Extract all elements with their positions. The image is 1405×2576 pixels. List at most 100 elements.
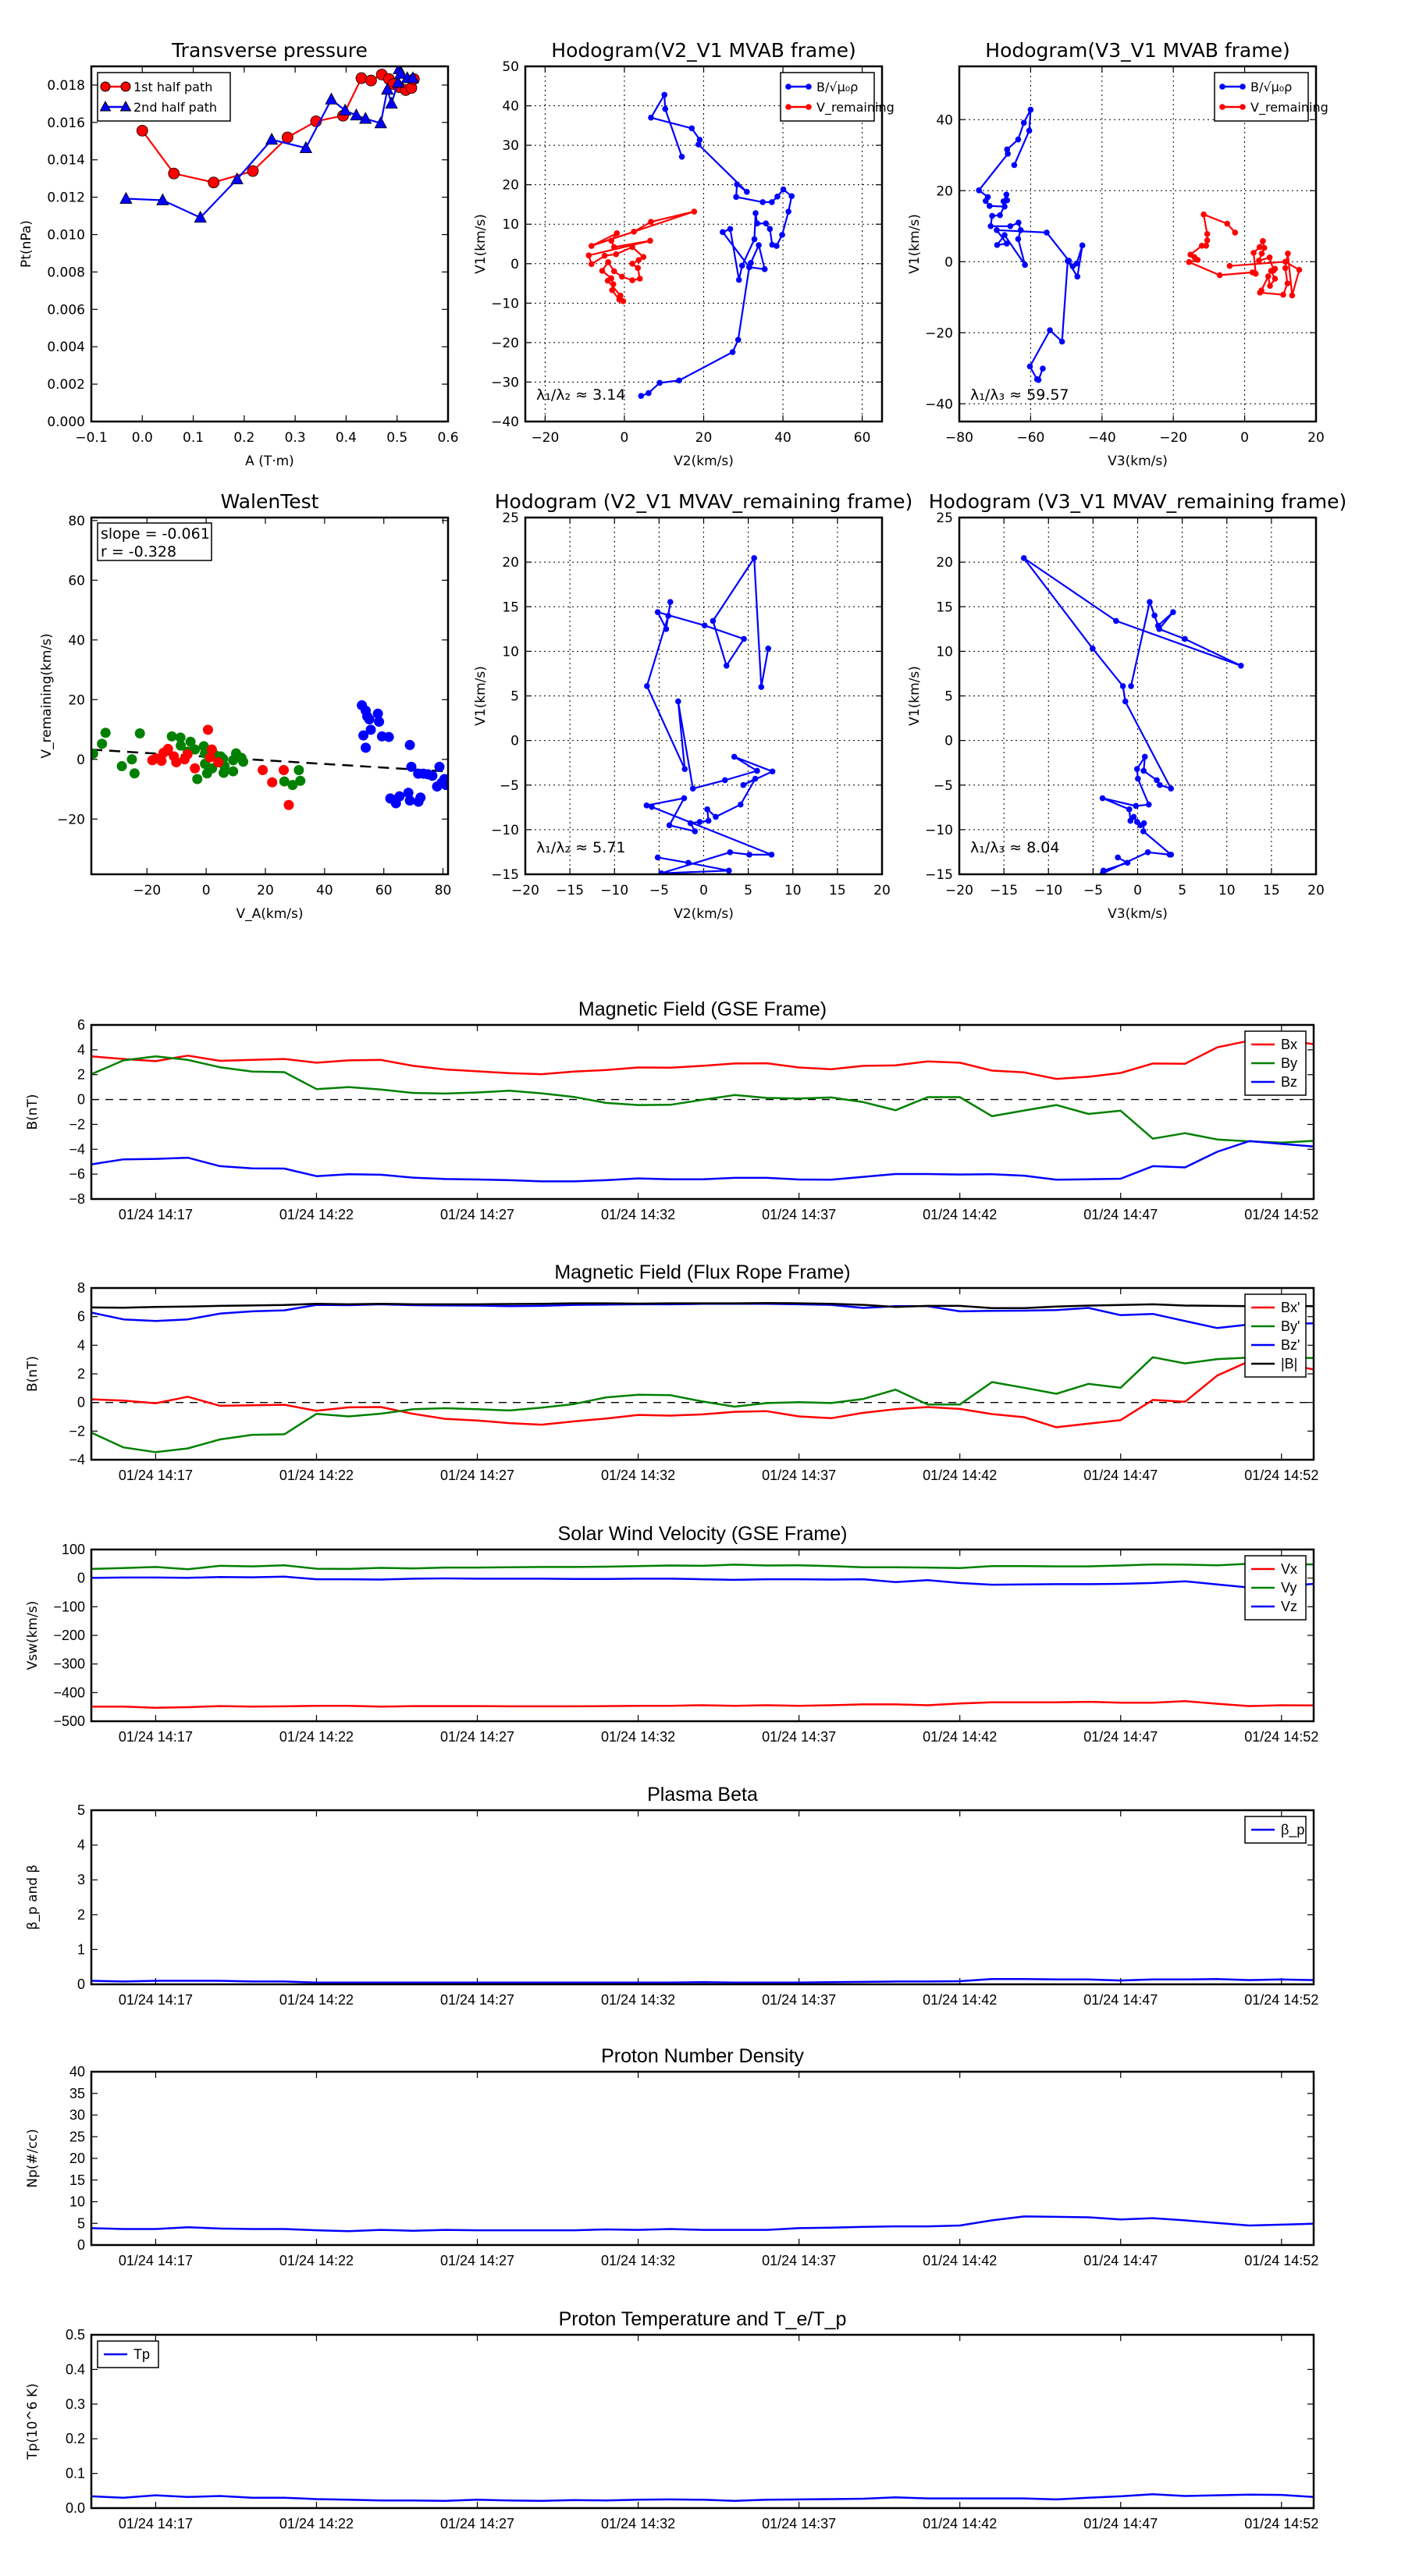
y-tick-label: 20 [502,555,519,571]
data-point [667,599,674,605]
axes-frame [90,1023,1315,1201]
y-tick-label: −10 [491,823,519,838]
data-point [364,714,375,725]
chart-title: Proton Number Density [601,2045,804,2067]
plot-area [91,1302,1314,1453]
y-tick-label: 25 [936,511,953,526]
plot-area [91,2492,1314,2502]
panels: Transverse pressure −0.1 0.0 0.1 0.2 0.3 0.4 0.… [19,39,1346,2532]
y-tick-label: 5 [77,2215,85,2231]
x-tick-label: −20 [945,883,973,898]
y-tick-label: −100 [53,1599,85,1614]
stats-box [97,522,212,561]
y-tick-label: 0.002 [47,377,85,393]
y-tick-label: −5 [500,778,519,794]
data-point [1261,244,1268,251]
x-tick-label: 5 [744,883,752,898]
x-tick-label: 01/24 14:42 [923,1729,997,1745]
data-point [1280,291,1286,298]
chart-proton-number-density: Proton Number Density 01/24 14:17 01/24 14… [25,2045,1318,2268]
data-point [994,242,1001,248]
x-tick-label: −5 [649,883,669,898]
data-point [1140,767,1147,774]
legend-label: |B| [1281,1356,1297,1372]
data-point [720,229,726,236]
data-point [613,251,620,258]
data-point [1256,258,1262,264]
y-tick-label: −300 [53,1656,85,1672]
x-tick-label: −10 [600,883,628,898]
data-point [1133,766,1140,772]
data-point [663,626,670,632]
chart-magnetic-field-gse: Magnetic Field (GSE Frame) 01/24 14:17 01/… [25,998,1318,1222]
r-text: r = -0.328 [101,543,176,560]
y-tick-label: 4 [77,1838,85,1853]
legend-marker [120,81,131,92]
chart-walen-test: WalenTest −20 0 20 40 60 80 −20 0 20 40 60 80 V_A(km/… [39,490,451,922]
plot-area [91,1978,1314,1984]
data-point [638,393,645,399]
data-point [1151,612,1158,619]
data-point [740,781,747,788]
series-line-By [91,1055,1314,1144]
x-tick-label: 01/24 14:27 [440,1729,514,1745]
data-point [610,244,617,251]
chart-plasma-beta: Plasma Beta 01/24 14:17 01/24 14:22 01/24 1… [25,1784,1318,2008]
x-tick-label: 01/24 14:47 [1083,1729,1158,1745]
data-point [406,71,420,84]
data-point [689,785,696,792]
legend-label: Bz [1281,1074,1297,1090]
data-point [175,732,186,743]
data-point [780,186,787,193]
data-point [228,766,239,777]
x-tick-label: 0 [202,883,211,898]
y-tick-label: 0 [510,257,519,272]
x-tick-label: 0.4 [336,430,357,446]
legend-box [780,72,875,122]
data-point [733,194,739,201]
data-point [994,226,1000,233]
data-point [713,813,719,820]
data-point [258,765,269,776]
x-tick-label: 01/24 14:52 [1244,1729,1318,1745]
y-tick-label: −15 [925,867,953,883]
y-tick-label: 40 [502,99,519,115]
data-point [1252,270,1259,277]
data-point [192,774,203,785]
y-tick-label: 20 [502,178,519,194]
data-point [687,820,694,827]
data-point [381,82,394,95]
series-line-Vy [91,1563,1314,1571]
data-point [601,252,608,259]
data-point [365,724,376,735]
legend-marker [785,84,791,90]
data-point [374,717,385,728]
y-tick-label: 40 [68,633,85,649]
x-tick-label: 01/24 14:27 [440,1468,514,1483]
x-tick-label: 01/24 14:27 [440,1207,514,1222]
data-point [619,273,625,280]
data-point [1026,363,1033,370]
x-tick-label: 0 [1240,430,1249,446]
data-point [1256,244,1263,251]
y-tick-label: 3 [77,1872,85,1888]
data-point [1257,290,1264,296]
y-tick-label: −4 [69,1452,85,1468]
y-tick-label: 4 [77,1042,85,1058]
x-tick-label: 20 [873,883,891,898]
axes-frame [90,2333,1315,2510]
y-tick-label: 6 [77,1017,85,1033]
plot-area [91,2215,1314,2233]
data-point [1001,232,1008,238]
data-point [610,268,617,275]
x-tick-label: 5 [1178,883,1186,898]
x-tick-label: 01/24 14:22 [279,1207,354,1222]
data-point [705,817,712,824]
y-tick-label: 0 [76,753,85,768]
y-tick-label: 0.2 [66,2431,85,2446]
chart-hodogram-v3-v1-mvab: Hodogram(V3_V1 MVAB frame) −80 −60 −40 −20 0 2… [907,39,1329,469]
data-point [666,822,673,828]
data-point [688,125,695,132]
x-tick-label: 01/24 14:47 [1083,1992,1158,2008]
chart-title: Solar Wind Velocity (GSE Frame) [558,1523,848,1545]
